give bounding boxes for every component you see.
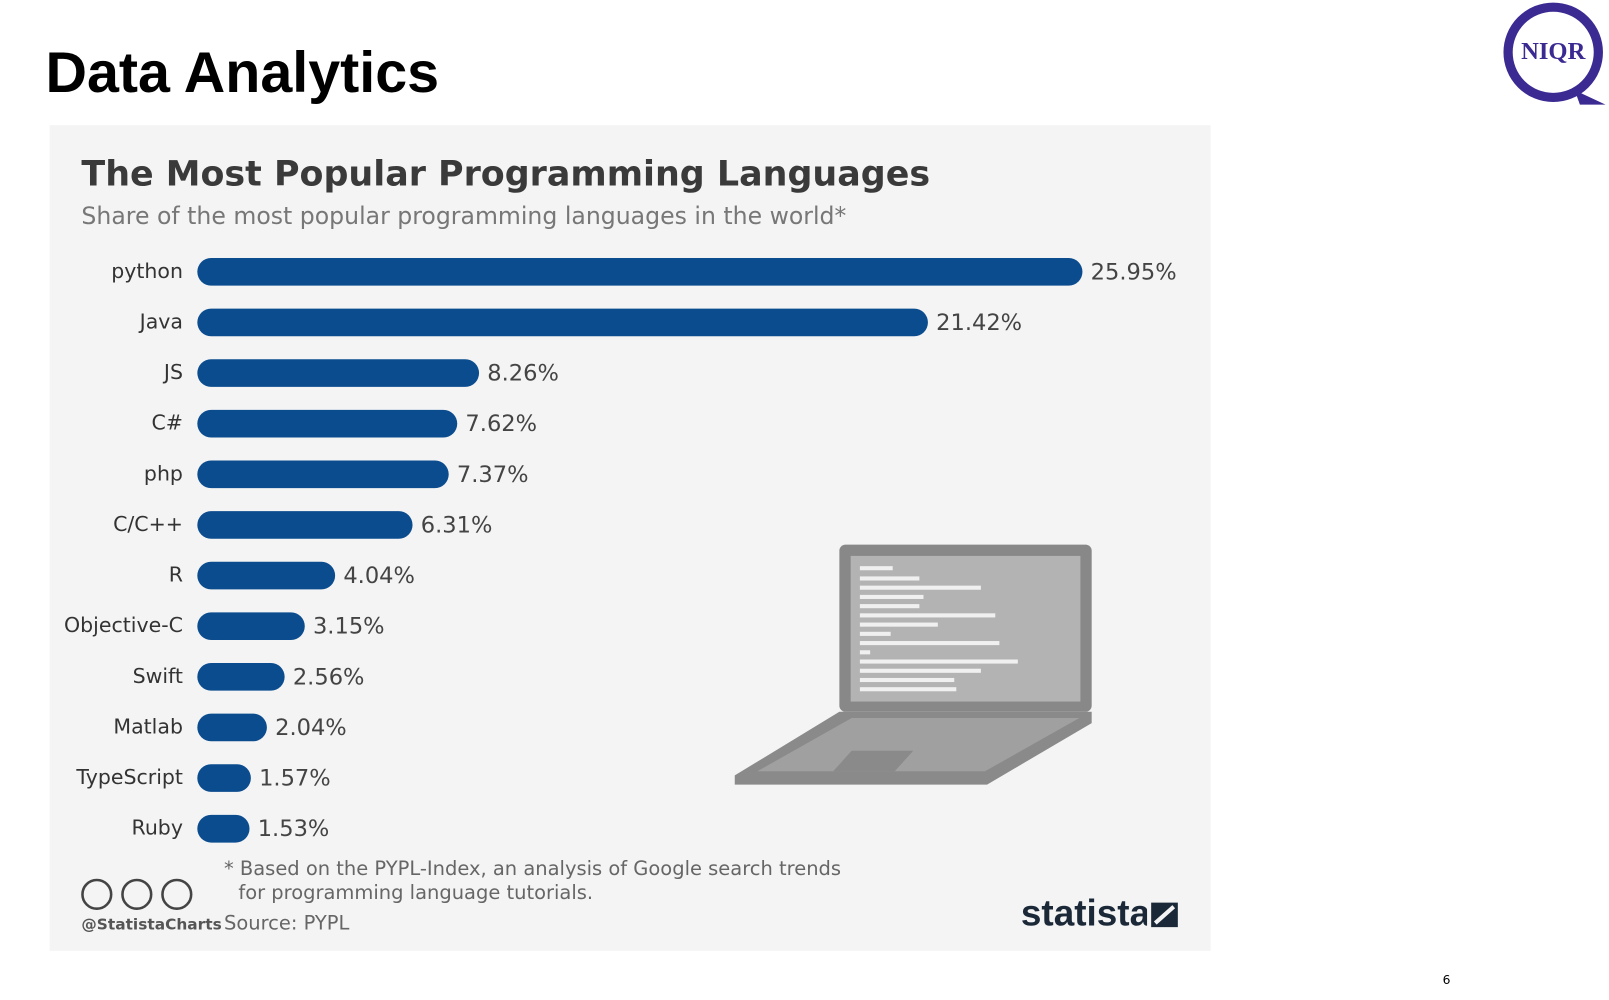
value-label: 8.26% [487, 361, 559, 387]
laptop-illustration [734, 544, 1092, 785]
bar [197, 561, 336, 590]
value-label: 2.56% [293, 664, 365, 690]
value-label: 3.15% [313, 614, 385, 640]
bar [197, 308, 928, 337]
credit: @StatistaCharts [81, 916, 221, 934]
bar [197, 359, 480, 387]
value-label: 7.37% [457, 462, 529, 488]
value-label: 6.31% [421, 512, 493, 538]
chart-title: The Most Popular Programming Languages [81, 154, 930, 194]
slide-title: Data Analytics [46, 41, 440, 105]
category-label: R [169, 563, 183, 587]
bar [197, 713, 267, 742]
bar [197, 409, 458, 438]
category-label: Java [138, 309, 183, 333]
category-label: Ruby [131, 816, 182, 840]
category-label: Matlab [113, 714, 183, 738]
bar [197, 662, 285, 691]
license-icons [81, 878, 193, 910]
chart-subtitle: Share of the most popular programming la… [81, 202, 846, 230]
category-label: Swift [133, 664, 183, 688]
brand-mark [1147, 898, 1182, 932]
laptop-trackpad [833, 750, 914, 772]
value-label: 7.62% [465, 411, 537, 437]
category-label: TypeScript [75, 765, 183, 789]
category-label: php [144, 461, 183, 485]
logo-text: NIQR [1521, 38, 1585, 65]
bar [197, 511, 413, 539]
footnote: * Based on the PYPL-Index, an analysis o… [224, 857, 841, 880]
bar [197, 764, 251, 792]
brand: statista [1021, 893, 1151, 934]
value-label: 4.04% [343, 563, 415, 589]
bar [197, 460, 449, 489]
value-label: 1.53% [258, 816, 330, 842]
logo-ring [1503, 2, 1603, 103]
category-label: C/C++ [113, 512, 183, 536]
page-number: 6 [1443, 973, 1451, 987]
category-label: Objective-C [64, 613, 183, 637]
bar [197, 257, 1083, 286]
value-label: 21.42% [936, 310, 1022, 336]
bar [197, 612, 305, 641]
code-lines [859, 566, 1018, 692]
value-label: 25.95% [1091, 259, 1177, 285]
category-label: C# [151, 411, 182, 435]
source: Source: PYPL [224, 912, 350, 935]
value-label: 1.57% [259, 766, 331, 792]
category-label: JS [162, 360, 183, 384]
footnote: for programming language tutorials. [238, 881, 593, 904]
category-label: python [111, 259, 183, 283]
value-label: 2.04% [275, 715, 347, 741]
laptop-keyboard [757, 717, 1080, 772]
bar [197, 814, 250, 843]
